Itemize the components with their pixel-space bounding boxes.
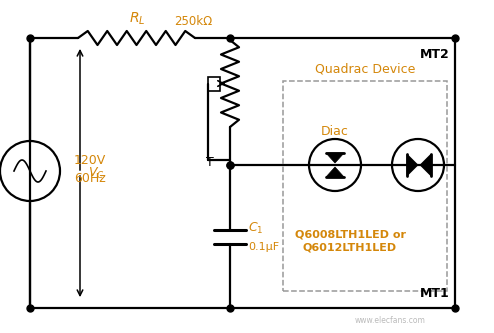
Bar xyxy=(283,81,447,291)
Text: 120V: 120V xyxy=(74,155,106,167)
Text: Q6008LTH1LED or
Q6012LTH1LED: Q6008LTH1LED or Q6012LTH1LED xyxy=(294,229,406,253)
Text: $R_L$: $R_L$ xyxy=(129,11,145,27)
Text: MT2: MT2 xyxy=(420,48,450,61)
Text: Quadrac Device: Quadrac Device xyxy=(315,62,415,75)
Text: $C_1$: $C_1$ xyxy=(248,221,263,236)
Text: T: T xyxy=(206,157,214,169)
Bar xyxy=(208,77,220,91)
Text: 0.1μF: 0.1μF xyxy=(248,241,279,251)
Text: Diac: Diac xyxy=(321,125,349,138)
Text: MT1: MT1 xyxy=(420,287,450,300)
Text: $V_C$: $V_C$ xyxy=(88,166,105,180)
Polygon shape xyxy=(326,167,344,177)
Polygon shape xyxy=(420,154,431,176)
Polygon shape xyxy=(407,154,418,176)
Text: 250kΩ: 250kΩ xyxy=(174,15,212,28)
Text: 60Hz: 60Hz xyxy=(74,172,106,185)
Text: www.elecfans.com: www.elecfans.com xyxy=(355,316,425,325)
Polygon shape xyxy=(326,153,344,163)
